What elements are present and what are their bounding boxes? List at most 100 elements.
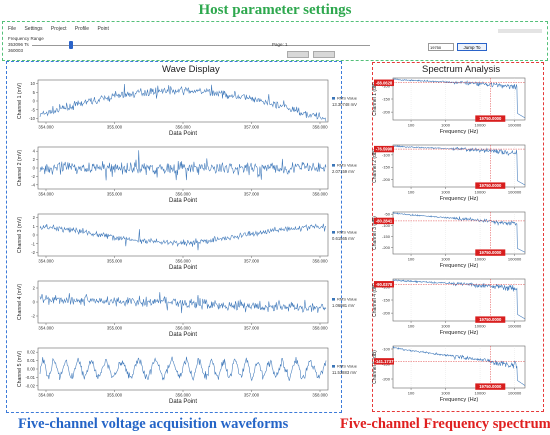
rms-indicator-icon <box>332 164 335 167</box>
wave-xtick-label: 357.000 <box>244 125 260 130</box>
wave-xtick-label: 357.000 <box>244 192 260 197</box>
spectrum-xlabel: Frequency (Hz) <box>440 196 479 202</box>
spectrum-xtick-label: 100000 <box>508 324 522 329</box>
wave-ytick-label: 2 <box>33 157 36 162</box>
rms-indicator-icon <box>332 298 335 301</box>
wave-xtick-label: 355.000 <box>107 393 123 398</box>
spectrum-xtick-label: 100 <box>408 123 415 128</box>
spectrum-ytick-label: -150 <box>382 165 391 170</box>
rms-value-channel-3: 0.61565 mV <box>332 236 355 241</box>
spectrum-ytick-label: -100 <box>382 152 391 157</box>
spectrum-ytick-label: -150 <box>382 234 391 239</box>
spectrum-ytick-label: -150 <box>382 97 391 102</box>
wave-xtick-label: 358.000 <box>312 326 328 331</box>
wave-ytick-label: 1 <box>33 224 36 229</box>
menu-project[interactable]: Project <box>50 26 67 32</box>
wave-plot-frame-1 <box>37 79 329 123</box>
marker-freq-value-3: 19750.0000 <box>479 250 502 255</box>
wave-xtick-label: 354.000 <box>38 259 54 264</box>
wave-display-title: Wave Display <box>162 64 220 75</box>
marker-db-value-4: -90.0378 <box>376 282 393 287</box>
spectrum-ytick-label: -200 <box>382 110 391 115</box>
waveform-trace-channel-1 <box>39 83 327 122</box>
wave-ytick-label: 0 <box>33 300 36 305</box>
wave-ytick-label: -2 <box>31 174 35 179</box>
spectrum-plot-frame-5 <box>392 345 526 389</box>
wave-ytick-label: 0 <box>33 166 36 171</box>
spectrum-plot-frame-1 <box>392 77 526 121</box>
spectrum-plot-frame-4 <box>392 278 526 322</box>
menu-settings[interactable]: Settings <box>24 26 43 32</box>
wave-xtick-label: 355.000 <box>107 326 123 331</box>
wave-xtick-label: 355.000 <box>107 259 123 264</box>
marker-db-badge <box>374 358 394 365</box>
wave-xtick-label: 354.000 <box>38 326 54 331</box>
wave-ytick-label: -0.01 <box>25 375 35 380</box>
page-label: Page: 1 <box>272 42 288 47</box>
spectrum-ytick-label: -100 <box>382 223 391 228</box>
spectrum-trace-channel-4 <box>392 279 526 320</box>
wave-ytick-label: -4 <box>31 182 35 187</box>
wave-xtick-label: 356.000 <box>175 192 191 197</box>
wave-xtick-label: 354.000 <box>38 393 54 398</box>
rms-indicator-icon <box>332 231 335 234</box>
wave-ytick-label: 0 <box>33 99 36 104</box>
next-button[interactable] <box>313 51 335 58</box>
spectrum-ytick-label: -200 <box>382 177 391 182</box>
rms-indicator-icon <box>332 365 335 368</box>
spectrum-xtick-label: 100 <box>408 324 415 329</box>
marker-freq-value-2: 19750.0000 <box>479 183 502 188</box>
wave-xtick-label: 355.000 <box>107 192 123 197</box>
menu-profile[interactable]: Profile <box>74 26 90 32</box>
marker-freq-badge <box>475 115 506 122</box>
rms-value-channel-1: 13.30748 mV <box>332 102 357 107</box>
spectrum-xlabel: Frequency (Hz) <box>440 263 479 269</box>
wave-ytick-label: -5 <box>31 107 35 112</box>
spectrum-xtick-label: 1000 <box>441 190 451 195</box>
rms-value-channel-2: 2.07159 mV <box>332 169 355 174</box>
wave-xtick-label: 358.000 <box>312 393 328 398</box>
wave-xtick-label: 357.000 <box>244 259 260 264</box>
wave-xtick-label: 354.000 <box>38 125 54 130</box>
rms-indicator-icon <box>332 97 335 100</box>
spectrum-ytick-label: -200 <box>382 311 391 316</box>
wave-xtick-label: 357.000 <box>244 326 260 331</box>
spectrum-xtick-label: 100000 <box>508 190 522 195</box>
spectrum-trace-channel-3 <box>392 212 526 253</box>
marker-freq-badge <box>475 249 506 256</box>
spectrum-ytick-label: -50 <box>384 212 391 217</box>
point-slider-handle[interactable] <box>69 41 73 49</box>
point-select[interactable]: 19750 <box>428 43 454 51</box>
wave-xlabel: Data Point <box>169 131 197 137</box>
point-slider-track[interactable] <box>32 45 370 46</box>
spectrum-xtick-label: 1000 <box>441 324 451 329</box>
marker-db-value-5: -141.1737 <box>375 359 395 364</box>
wave-xlabel: Data Point <box>169 332 197 338</box>
frequency-range-label: Frequency Range <box>8 36 44 41</box>
wave-ytick-label: 0.00 <box>27 367 36 372</box>
spectrum-ylabel-1: Channel 1 (dB) <box>372 82 378 116</box>
jump-button[interactable]: Jump To <box>457 43 487 51</box>
wave-plot-frame-4 <box>37 280 329 324</box>
end-point-value: 360003 <box>8 48 24 53</box>
wave-ylabel-1: Channel 1 (mV) <box>17 83 23 120</box>
wave-ytick-label: 4 <box>33 149 36 154</box>
wave-ytick-label: -2 <box>31 314 35 319</box>
spectrum-ytick-label: -200 <box>382 245 391 250</box>
spectrum-xtick-label: 1000 <box>441 391 451 396</box>
wave-xtick-label: 356.000 <box>175 393 191 398</box>
menu-point[interactable]: Point <box>97 26 109 32</box>
spectrum-xtick-label: 1000 <box>441 257 451 262</box>
wave-ytick-label: 0.01 <box>27 358 36 363</box>
menu-file[interactable]: File <box>8 26 17 32</box>
spectrum-xtick-label: 100 <box>408 190 415 195</box>
window-controls[interactable] <box>498 29 542 33</box>
rms-value-channel-4: 1.06081 mV <box>332 303 355 308</box>
wave-ylabel-5: Channel 5 (mV) <box>17 351 23 388</box>
waveform-trace-channel-3 <box>39 223 327 251</box>
marker-db-badge <box>374 79 394 86</box>
spectrum-ytick-label: -100 <box>382 347 391 352</box>
prev-button[interactable] <box>287 51 309 58</box>
wave-xtick-label: 357.000 <box>244 393 260 398</box>
wave-ytick-label: -10 <box>29 116 36 121</box>
